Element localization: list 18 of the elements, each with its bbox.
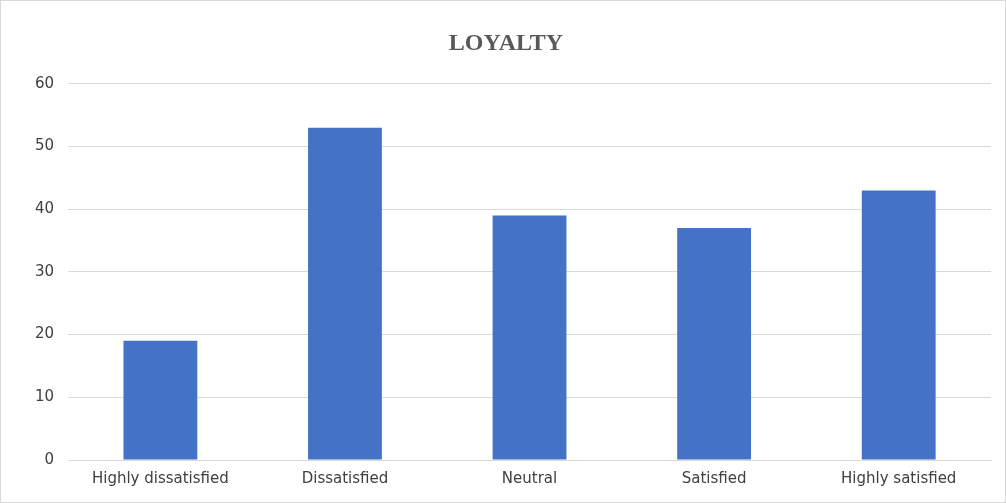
y-tick-label: 40	[34, 199, 55, 218]
y-tick-label: 20	[34, 324, 55, 343]
x-tick-label: Dissatisfied	[301, 468, 389, 487]
x-tick-label: Neutral	[501, 468, 558, 487]
bar	[492, 215, 567, 460]
bar	[123, 340, 198, 460]
bar	[677, 228, 752, 460]
x-tick-label: Highly satisfied	[841, 468, 957, 487]
y-tick-label: 60	[34, 73, 55, 92]
y-tick-label: 10	[34, 387, 55, 406]
bar	[308, 127, 382, 460]
bar	[861, 190, 936, 460]
y-tick-label: 30	[34, 261, 55, 280]
y-tick-label: 0	[44, 449, 55, 468]
chart-title: LOYALTY	[448, 28, 564, 55]
x-tick-label: Highly dissatisfied	[91, 468, 229, 487]
x-tick-label: Satisfied	[681, 468, 747, 487]
y-tick-label: 50	[34, 136, 55, 155]
